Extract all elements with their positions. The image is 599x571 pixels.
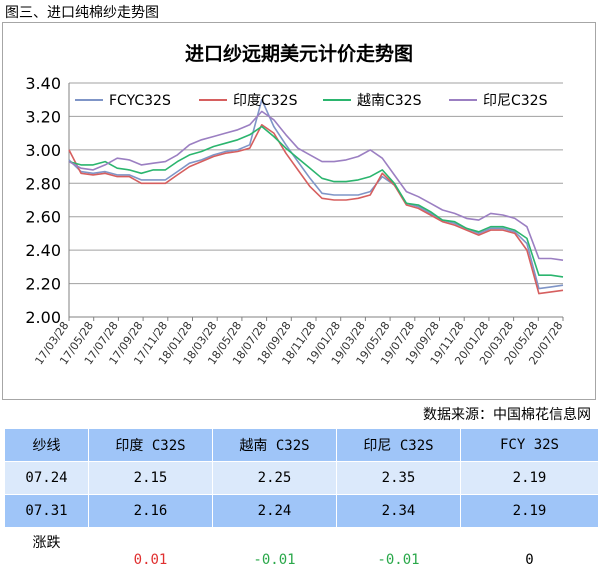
table-cell: 2.25 — [212, 461, 337, 495]
y-tick-label: 3.40 — [25, 74, 61, 93]
table-cell: 2.16 — [88, 494, 213, 528]
y-tick-label: 2.00 — [25, 308, 61, 327]
series-line-1 — [68, 98, 564, 290]
chart-title: 进口纱远期美元计价走势图 — [185, 42, 413, 65]
header-vietnam: 越南 C32S — [212, 428, 337, 462]
table-cell: 2.19 — [460, 494, 599, 528]
table-cell: 2.34 — [336, 494, 461, 528]
table-row: 07.31 2.16 2.24 2.34 2.19 — [4, 494, 599, 528]
series-line-3 — [68, 125, 564, 278]
line-chart: 进口纱远期美元计价走势图 2.00 2.20 2.40 2.60 2.80 3.00 3.20… — [25, 42, 565, 367]
row-date: 07.31 — [4, 494, 89, 528]
change-cell: 0.01 — [88, 527, 213, 571]
table-cell: 2.19 — [460, 461, 599, 495]
header-indonesia: 印尼 C32S — [336, 428, 461, 462]
price-summary-table: 纱线 印度 C32S 越南 C32S 印尼 C32S FCY 32S 07.24… — [4, 428, 599, 571]
series-line-2 — [68, 124, 564, 295]
legend-label: 印度C32S — [233, 93, 298, 109]
table-cell: 2.35 — [336, 461, 461, 495]
table-header-row: 纱线 印度 C32S 越南 C32S 印尼 C32S FCY 32S — [4, 428, 599, 462]
data-source: 数据来源：中国棉花信息网 — [423, 407, 591, 423]
header-yarn: 纱线 — [4, 428, 89, 462]
change-cell: -0.01 — [336, 527, 461, 571]
change-label: 涨跌 — [4, 527, 89, 571]
figure-caption: 图三、进口纯棉纱走势图 — [5, 5, 159, 21]
header-india: 印度 C32S — [88, 428, 213, 462]
y-tick-label: 2.60 — [25, 208, 61, 227]
y-tick-label: 2.80 — [25, 174, 61, 193]
legend-label: 越南C32S — [357, 93, 422, 109]
chart-panel: 进口纱远期美元计价走势图 2.00 2.20 2.40 2.60 2.80 3.00 3.20… — [2, 22, 596, 400]
y-tick-label: 3.00 — [25, 141, 61, 160]
series-line-4 — [68, 110, 564, 261]
header-fcy: FCY 32S — [460, 428, 599, 462]
y-tick-label: 2.20 — [25, 275, 61, 294]
table-row-change: 涨跌 0.01 -0.01 -0.01 0 — [4, 527, 599, 571]
table-cell: 2.24 — [212, 494, 337, 528]
legend-label: FCYC32S — [109, 93, 171, 109]
change-cell: 0 — [460, 527, 599, 571]
table-cell: 2.15 — [88, 461, 213, 495]
table-row: 07.24 2.15 2.25 2.35 2.19 — [4, 461, 599, 495]
legend-label: 印尼C32S — [483, 93, 548, 109]
y-tick-label: 3.20 — [25, 107, 61, 126]
y-tick-label: 2.40 — [25, 241, 61, 260]
row-date: 07.24 — [4, 461, 89, 495]
change-cell: -0.01 — [212, 527, 337, 571]
